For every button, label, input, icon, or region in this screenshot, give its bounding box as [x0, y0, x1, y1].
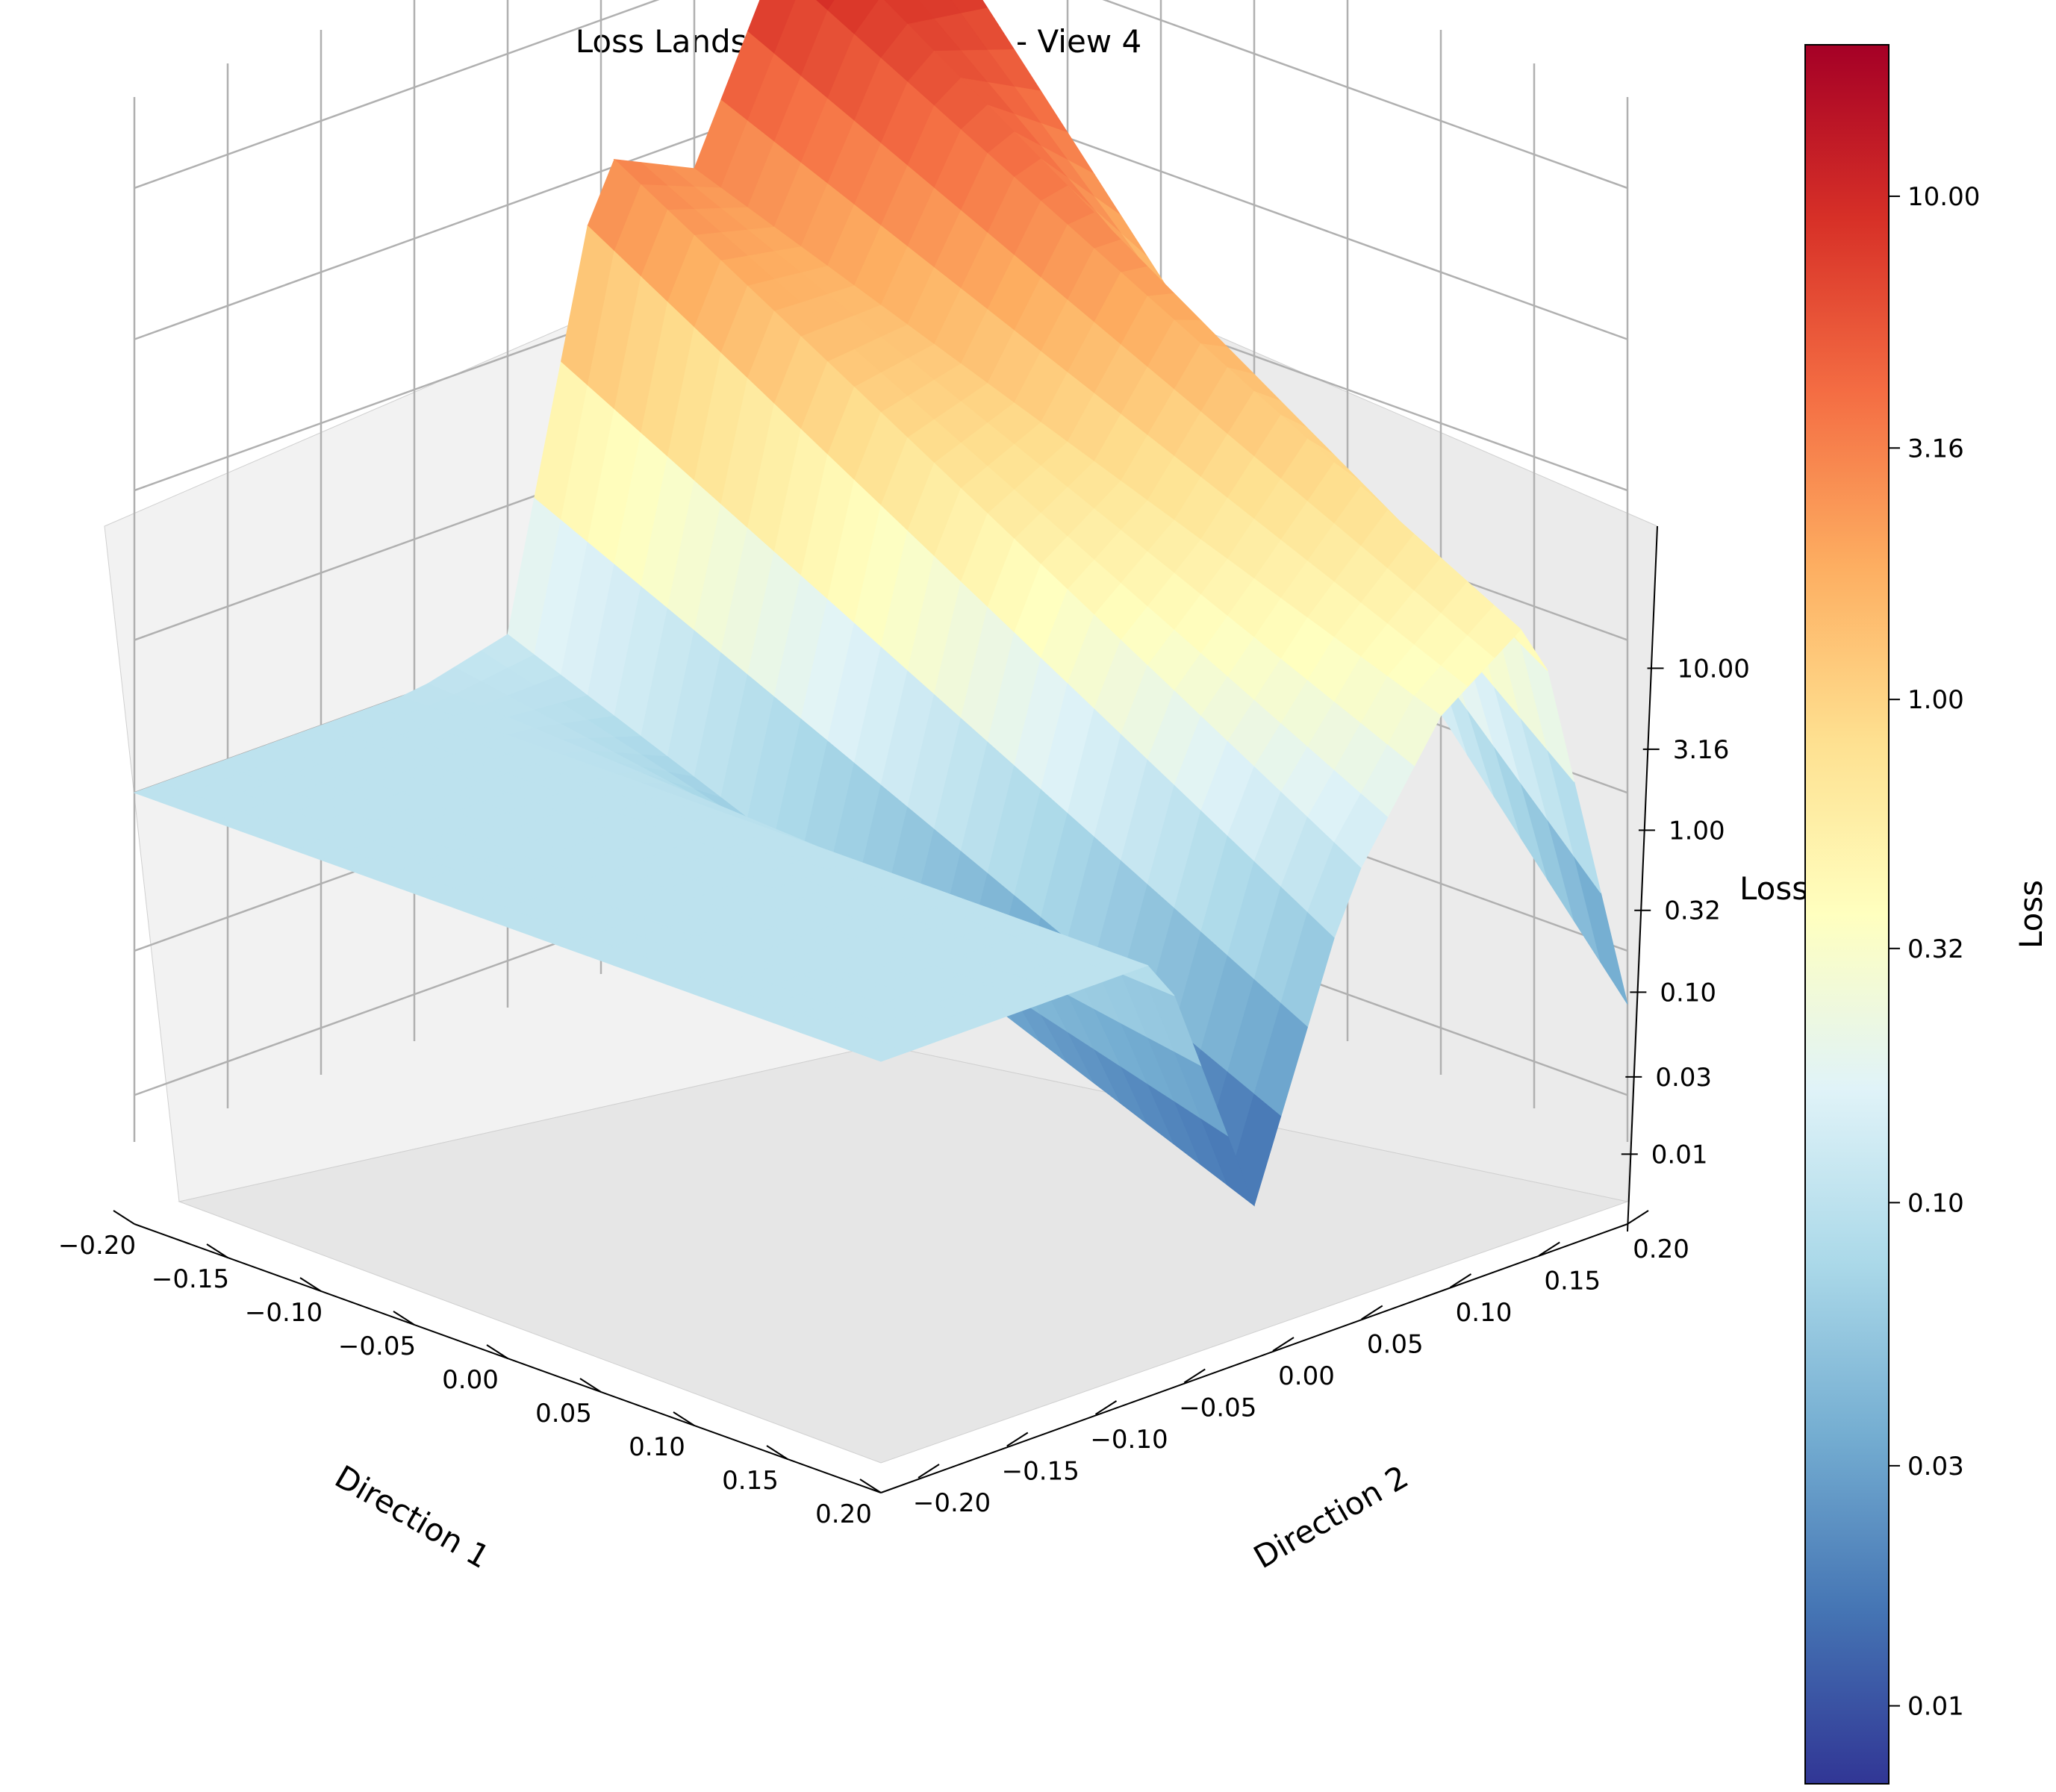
loss-axis-line — [1627, 525, 1658, 1232]
direction-2-tick-label: 0.20 — [1633, 1234, 1689, 1264]
loss-tick-label: 0.32 — [1664, 896, 1721, 926]
direction-1-tick-label: 0.10 — [629, 1432, 685, 1462]
direction-1-tick — [859, 1479, 882, 1493]
loss-tick-label: 10.00 — [1677, 654, 1750, 684]
direction-1-label: Direction 1 — [328, 1458, 496, 1576]
direction-2-tick-label: −0.15 — [1002, 1457, 1080, 1487]
direction-2-tick — [1183, 1368, 1206, 1384]
direction-2-tick-label: 0.05 — [1367, 1330, 1424, 1360]
direction-2-tick — [1449, 1273, 1472, 1288]
colorbar-tick-label: 0.10 — [1907, 1188, 1964, 1218]
loss-ticks: 0.01 0.03 0.10 0.32 1.00 3.16 10.00 — [1621, 654, 1750, 1170]
direction-1-ticks: −0.20 −0.15 −0.10 −0.05 0.00 0.05 0.10 0.15 0.20 — [58, 1210, 882, 1529]
direction-1-tick-label: 0.05 — [535, 1399, 592, 1429]
direction-1-tick — [579, 1378, 602, 1393]
direction-1-tick — [486, 1344, 508, 1359]
direction-1-tick — [393, 1311, 415, 1326]
direction-2-tick — [1627, 1210, 1649, 1225]
direction-1-tick — [766, 1445, 788, 1460]
colorbar-tick-label: 0.32 — [1907, 934, 1964, 964]
loss-tick-label: 0.10 — [1660, 978, 1716, 1008]
direction-1-tick-label: −0.20 — [58, 1231, 136, 1261]
loss-tick-label: 0.01 — [1651, 1140, 1708, 1170]
colorbar — [1804, 44, 1890, 1785]
colorbar-tick-label: 3.16 — [1907, 434, 1964, 463]
direction-2-tick — [1538, 1241, 1560, 1257]
direction-1-tick-label: 0.20 — [815, 1499, 872, 1529]
direction-1-tick — [673, 1411, 695, 1426]
direction-2-tick — [1272, 1337, 1295, 1352]
direction-2-tick — [1361, 1305, 1383, 1320]
direction-1-tick-label: −0.10 — [245, 1298, 323, 1328]
colorbar-ticks: 0.01 0.03 0.10 0.32 1.00 3.16 10.00 — [1889, 182, 1980, 1722]
loss-tick-label: 3.16 — [1673, 735, 1730, 765]
direction-2-tick-label: 0.00 — [1278, 1361, 1335, 1391]
grid-line — [134, 0, 1628, 190]
colorbar-tick-label: 0.01 — [1907, 1692, 1964, 1722]
loss-tick-label: 0.03 — [1655, 1063, 1712, 1093]
direction-2-tick-label: 0.15 — [1544, 1267, 1601, 1296]
colorbar-label: Loss — [2013, 880, 2049, 949]
loss-surface — [133, 0, 1628, 1207]
direction-1-tick-label: 0.00 — [442, 1365, 499, 1395]
direction-2-label: Direction 2 — [1247, 1458, 1415, 1576]
direction-2-ticks: −0.20 −0.15 −0.10 −0.05 0.00 0.05 0.10 0.15 0.20 — [913, 1210, 1689, 1518]
direction-1-tick-label: −0.05 — [338, 1331, 416, 1361]
direction-2-tick — [918, 1464, 940, 1479]
colorbar-tick-label: 1.00 — [1907, 685, 1964, 715]
direction-2-tick — [1094, 1400, 1118, 1415]
direction-1-tick — [299, 1277, 322, 1292]
surface-patch — [853, 1041, 909, 1062]
loss-tick-label: 1.00 — [1669, 816, 1725, 846]
direction-1-tick-label: −0.15 — [152, 1264, 229, 1294]
loss-label: Loss — [1739, 870, 1808, 907]
direction-2-tick-label: −0.05 — [1179, 1393, 1256, 1423]
colorbar-tick-label: 10.00 — [1907, 182, 1980, 212]
direction-1-tick-label: 0.15 — [722, 1466, 779, 1496]
direction-2-tick-label: −0.20 — [913, 1488, 991, 1518]
direction-2-tick — [1006, 1432, 1029, 1447]
direction-1-tick — [113, 1210, 135, 1225]
direction-1-tick — [206, 1243, 228, 1258]
direction-2-tick-label: 0.10 — [1456, 1298, 1513, 1328]
direction-2-axis-line — [880, 1223, 1628, 1493]
direction-2-tick-label: −0.10 — [1090, 1425, 1168, 1455]
colorbar-tick-label: 0.03 — [1907, 1452, 1964, 1482]
